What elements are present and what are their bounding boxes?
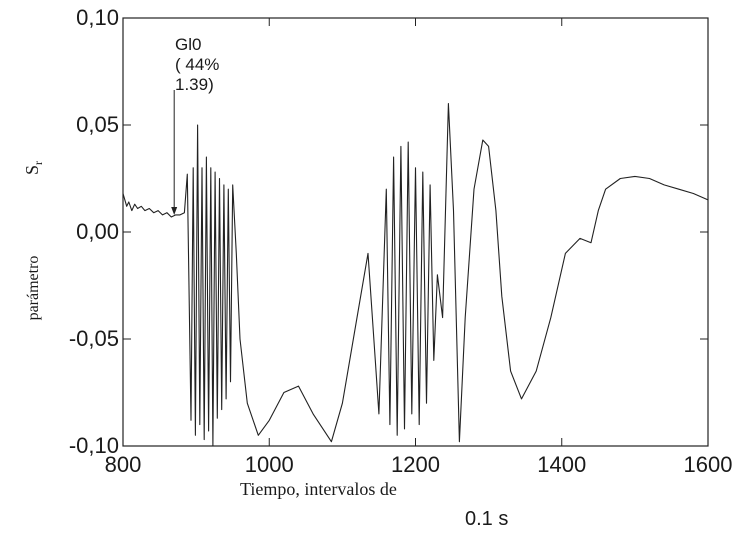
annotation-text: 1.39) [175, 75, 214, 94]
x-tick-label: 1200 [391, 452, 440, 477]
annotation-text: ( 44% [175, 55, 219, 74]
annotation-text: Gl0 [175, 35, 201, 54]
y-tick-label: 0,05 [76, 112, 119, 137]
x-tick-label: 1400 [537, 452, 586, 477]
x-tick-label: 1000 [245, 452, 294, 477]
y-axis-ticks: -0,10 -0,05 0,00 0,05 0,10 [69, 5, 708, 458]
series-line [122, 103, 709, 447]
x-tick-label: 1600 [684, 452, 733, 477]
y-axis-symbol-main: S [22, 165, 42, 175]
x-axis-unit: 0.1 s [465, 508, 508, 530]
y-tick-label: 0,00 [76, 219, 119, 244]
y-axis-symbol-subscript: r [31, 161, 45, 165]
annotation: Gl0( 44%1.39) [171, 35, 219, 216]
y-tick-label: -0,10 [69, 433, 119, 458]
y-tick-label: 0,10 [76, 5, 119, 30]
y-tick-label: -0,05 [69, 326, 119, 351]
annotation-arrow-head [171, 207, 178, 216]
x-tick-label: 800 [105, 452, 142, 477]
series-group [122, 103, 709, 447]
y-axis-title-group: parámetro [25, 256, 42, 321]
y-axis-title: parámetro [25, 256, 42, 321]
x-axis-ticks: 800 1000 1200 1400 1600 [105, 18, 733, 477]
y-axis-symbol: Sr [22, 161, 45, 175]
y-axis-symbol-group: Sr [22, 161, 45, 175]
x-axis-title: Tiempo, intervalos de [240, 479, 397, 499]
